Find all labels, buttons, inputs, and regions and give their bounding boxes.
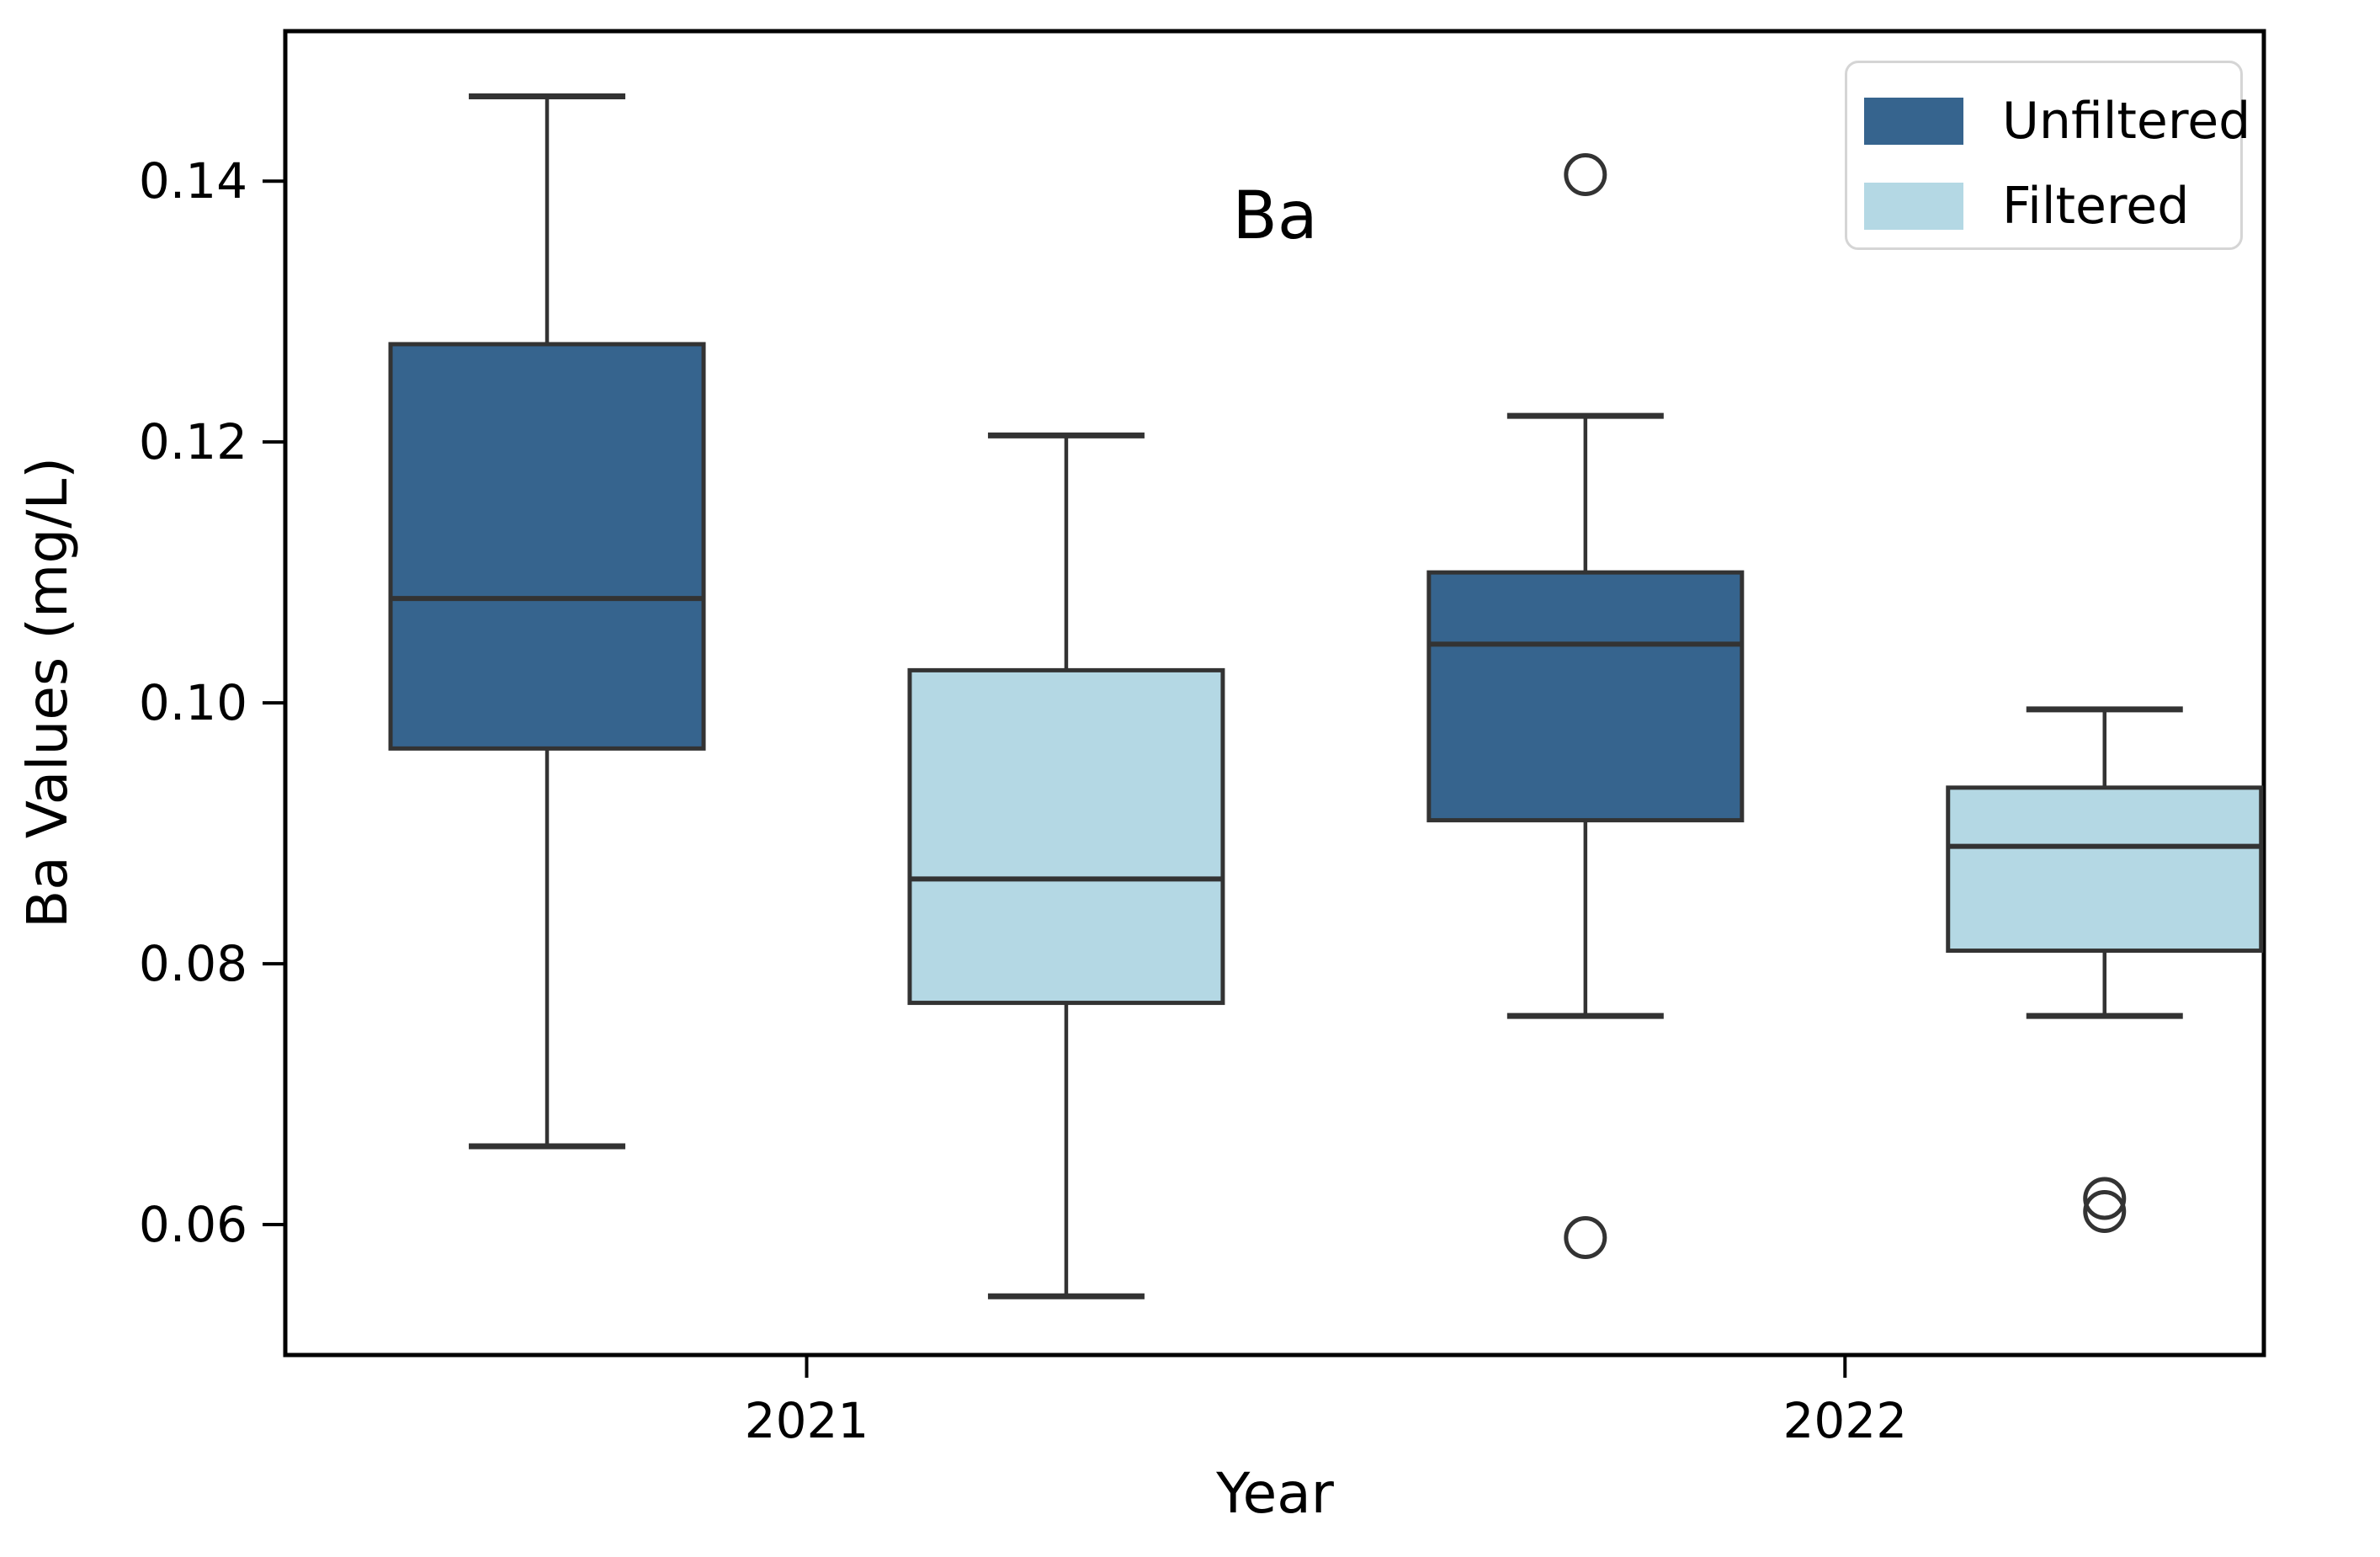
chart-title: Ba (1232, 178, 1318, 254)
y-tick-label: 0.10 (139, 674, 247, 731)
y-tick-label: 0.12 (139, 413, 247, 470)
y-tick-label: 0.14 (139, 152, 247, 210)
y-axis-label: Ba Values (mg/L) (15, 456, 80, 929)
legend-item-filtered: Filtered (1864, 170, 2240, 242)
legend-item-unfiltered: Unfiltered (1864, 85, 2250, 157)
y-tick-label: 0.08 (139, 935, 247, 992)
axes-frame (283, 29, 2266, 1358)
outlier-point-filtered-2022 (2083, 1177, 2127, 1220)
y-tick-label: 0.06 (139, 1196, 247, 1253)
unfiltered-swatch (1864, 98, 1963, 145)
box-unfiltered-2021 (388, 342, 706, 751)
box-filtered-2021 (907, 667, 1225, 1006)
outlier-point-unfiltered-2022 (1564, 152, 1607, 196)
legend: Unfiltered Filtered (1845, 61, 2250, 250)
outlier-point-filtered-2022 (2083, 1190, 2127, 1234)
legend-label-unfiltered: Unfiltered (2002, 92, 2251, 151)
box-unfiltered-2022 (1426, 570, 1745, 823)
outlier-point-unfiltered-2022 (1564, 1216, 1607, 1260)
legend-label-filtered: Filtered (2002, 177, 2190, 236)
box-filtered-2022 (1946, 785, 2264, 954)
filtered-swatch (1864, 183, 1963, 230)
x-tick-label: 2022 (1782, 1392, 1907, 1449)
x-tick-label: 2021 (745, 1392, 869, 1449)
x-axis-label: Year (1216, 1461, 1334, 1526)
